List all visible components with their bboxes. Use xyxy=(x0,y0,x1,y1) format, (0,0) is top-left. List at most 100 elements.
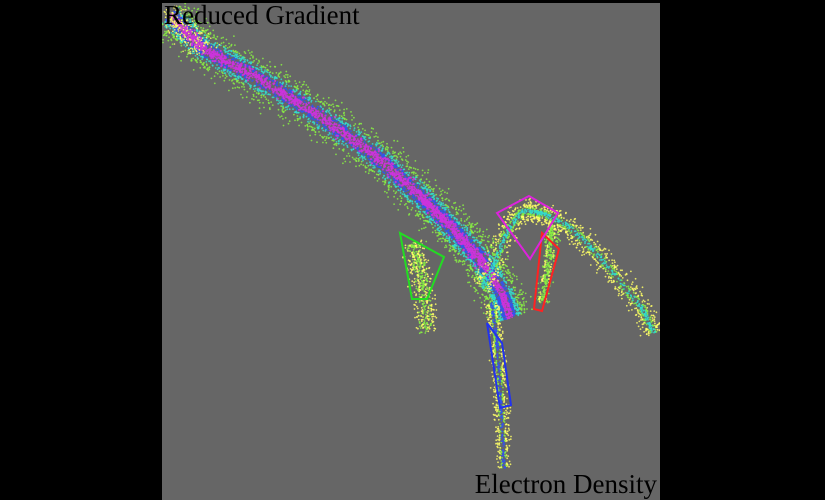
point xyxy=(187,11,190,14)
point xyxy=(269,71,272,73)
point xyxy=(448,249,451,252)
point xyxy=(201,58,203,61)
point xyxy=(364,152,366,155)
point xyxy=(457,222,460,225)
point xyxy=(289,75,292,78)
point xyxy=(397,181,400,184)
point xyxy=(204,67,206,69)
point xyxy=(372,164,375,167)
point xyxy=(229,64,232,67)
point xyxy=(388,156,391,158)
point xyxy=(282,111,285,114)
point xyxy=(420,178,422,181)
point xyxy=(224,77,227,79)
point xyxy=(191,52,194,55)
scatter-plot-svg xyxy=(162,3,660,469)
point xyxy=(373,165,376,167)
point xyxy=(319,101,321,103)
point xyxy=(319,112,322,115)
point xyxy=(358,164,361,167)
point xyxy=(350,111,352,113)
point xyxy=(322,129,325,132)
point xyxy=(453,245,456,248)
point xyxy=(183,44,186,46)
point xyxy=(391,159,393,162)
point xyxy=(217,67,220,69)
point xyxy=(422,187,425,190)
point xyxy=(322,136,325,139)
point xyxy=(310,139,313,142)
point xyxy=(168,36,170,39)
point xyxy=(305,84,308,86)
point xyxy=(516,303,519,306)
point xyxy=(335,113,337,116)
point xyxy=(258,59,260,62)
point xyxy=(382,176,384,179)
point xyxy=(353,127,356,130)
point xyxy=(507,269,510,271)
point xyxy=(418,183,421,185)
point xyxy=(438,238,440,240)
point xyxy=(445,197,448,200)
point xyxy=(333,109,336,111)
point xyxy=(217,48,220,50)
point xyxy=(237,75,240,77)
point xyxy=(392,190,395,192)
point xyxy=(361,128,364,130)
point xyxy=(453,254,455,256)
point xyxy=(215,38,218,40)
point xyxy=(245,78,248,80)
point xyxy=(345,129,347,132)
point xyxy=(249,87,251,90)
point xyxy=(205,34,208,36)
point xyxy=(406,193,409,196)
point xyxy=(256,67,259,70)
point xyxy=(505,276,508,279)
point xyxy=(387,196,389,198)
point xyxy=(378,178,380,180)
point xyxy=(311,126,314,129)
point xyxy=(260,94,263,97)
point xyxy=(276,81,278,84)
point xyxy=(341,142,343,145)
point xyxy=(324,100,326,103)
point xyxy=(249,101,251,104)
point xyxy=(463,224,465,227)
point xyxy=(423,219,425,222)
point xyxy=(364,136,367,138)
point xyxy=(206,68,208,71)
point xyxy=(479,271,482,274)
point xyxy=(457,208,460,211)
point xyxy=(345,142,347,145)
point xyxy=(437,219,440,222)
point xyxy=(462,204,464,207)
point xyxy=(445,246,448,248)
point xyxy=(316,124,318,126)
point xyxy=(230,75,232,78)
point xyxy=(238,57,240,60)
point xyxy=(471,276,473,279)
point xyxy=(319,119,322,121)
point xyxy=(219,76,221,78)
point xyxy=(262,102,264,104)
point xyxy=(398,165,400,168)
point xyxy=(413,171,415,174)
point xyxy=(466,272,469,275)
point xyxy=(355,140,358,143)
point xyxy=(305,98,307,101)
point xyxy=(387,189,390,191)
point xyxy=(351,119,353,121)
point xyxy=(439,237,442,240)
point xyxy=(231,54,234,57)
point xyxy=(232,72,235,75)
point xyxy=(455,245,458,247)
point xyxy=(450,235,453,238)
point xyxy=(476,231,479,234)
point xyxy=(444,206,447,209)
point xyxy=(453,241,456,244)
point xyxy=(442,231,445,234)
point xyxy=(364,171,367,173)
point xyxy=(428,186,431,188)
point xyxy=(304,125,307,127)
point xyxy=(252,79,254,82)
